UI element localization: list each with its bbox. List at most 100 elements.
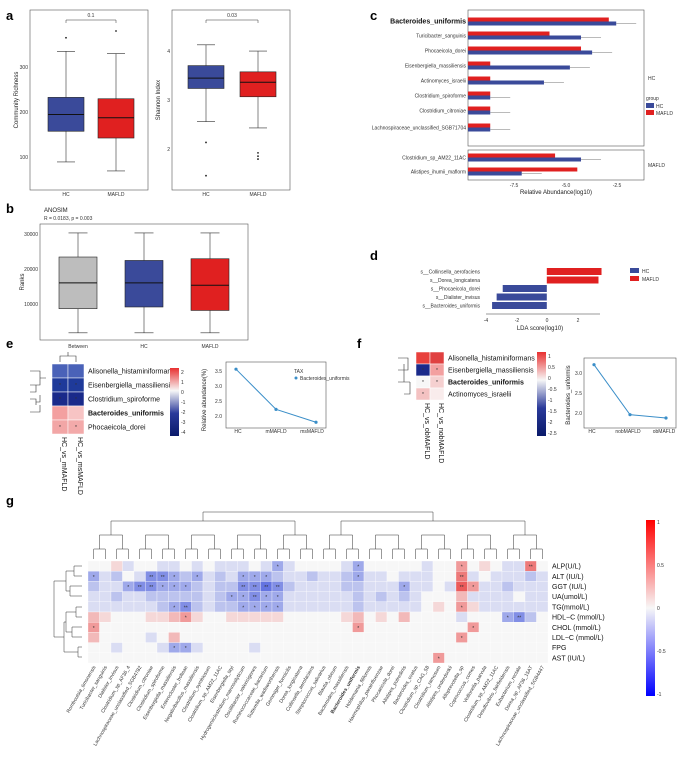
panel-g-cell-4-33: [467, 601, 480, 613]
panel-g-cell-1-17: [283, 571, 296, 582]
panel-g-cell-5-9: [191, 611, 204, 623]
panel-g-cell-7-5: [145, 632, 158, 643]
panel-g-cell-0-39: [536, 560, 549, 572]
panel-g-cell-4-18: [294, 601, 307, 613]
panel-g-cell-8-31: [444, 642, 457, 653]
panel-d-legend-mafld: MAFLD: [642, 277, 659, 283]
panel-g-star-4-14: *: [254, 605, 256, 611]
panel-g-star-2-13: **: [241, 585, 245, 591]
panel-g-cell-3-0: [87, 591, 100, 602]
panel-g-cell-6-22: [340, 622, 353, 633]
panel-g-star-1-7: *: [173, 575, 175, 581]
panel-g-cell-9-26: [386, 652, 399, 664]
panel-g-cell-7-19: [306, 632, 319, 643]
panel-g-cell-7-35: [490, 632, 503, 643]
panel-g-cell-5-15: [260, 611, 273, 623]
panel-g-cell-5-4: [133, 611, 146, 623]
panel-g-cell-6-3: [122, 622, 135, 633]
panel-g-cell-4-29: [421, 601, 434, 613]
panel-g-colorbar: [646, 520, 655, 696]
panel-g-cell-9-3: [122, 652, 135, 664]
panel-g-cell-1-37: [513, 571, 526, 582]
panel-g-cell-9-35: [490, 652, 503, 664]
panel-g-cell-3-23: [352, 591, 365, 602]
panel-g-star-2-4: **: [138, 585, 142, 591]
panel-g-cell-4-6: [156, 601, 169, 613]
panel-g-star-2-15: **: [264, 585, 268, 591]
panel-e-star-2-1: *: [75, 397, 77, 403]
panel-g-cell-0-17: [283, 560, 296, 572]
panel-g-star-2-8: *: [185, 585, 187, 591]
panel-c-bar-hc-1: [468, 35, 582, 40]
panel-g-cell-1-29: [421, 571, 434, 582]
anosim-stat: R = 0.0183, p = 0.003: [44, 216, 93, 222]
panel-g-star-8-8: *: [185, 646, 187, 652]
panel-g-cell-3-31: [444, 591, 457, 602]
panel-g-cell-6-2: [110, 622, 123, 633]
panel-g-star-1-14: *: [254, 575, 256, 581]
panel-g-cell-1-25: [375, 571, 388, 582]
panel-g-cell-8-1: [99, 642, 112, 653]
panel-f-row-2: Bacteroides_uniformis: [448, 380, 524, 387]
panel-g-cell-3-39: [536, 591, 549, 602]
panel-g-star-1-6: **: [161, 575, 165, 581]
panel-d-xtick-3: 2: [577, 318, 580, 324]
panel-d-legend-mafld-swatch: [630, 276, 639, 281]
panel-d-legend-hc-swatch: [630, 268, 639, 273]
panel-c-taxon-0: Bacteroides_uniformis: [390, 19, 466, 26]
panel-e-line-ytick-3: 3.5: [215, 369, 222, 375]
panel-g-cell-5-0: [87, 611, 100, 623]
panel-g-cell-5-33: [467, 611, 480, 623]
panel-c-bar-mafld-5: [468, 91, 491, 96]
panel-g-cell-4-26: [386, 601, 399, 613]
panel-g-cell-6-21: [329, 622, 342, 633]
panel-g-cell-6-39: [536, 622, 549, 633]
panel-g-star-4-15: *: [265, 605, 267, 611]
panel-c-taxon-2: Phocaeicola_dorei: [425, 49, 466, 55]
panel-g-star-2-32: **: [460, 585, 464, 591]
panel-g-cell-0-24: [363, 560, 376, 572]
panel-g-cell-7-38: [524, 632, 537, 643]
panel-g-cell-5-30: [432, 611, 445, 623]
panel-g-cell-2-2: [110, 581, 123, 592]
panel-g-cell-9-14: [248, 652, 261, 664]
panel-e-scale-0: 0: [181, 390, 184, 396]
panel-g-star-0-38: **: [529, 565, 533, 571]
panel-g-cell-2-30: [432, 581, 445, 592]
panel-g-star-0-16: *: [277, 565, 279, 571]
panel-f-star-1-1: *: [436, 368, 438, 374]
panel-g-cell-2-34: [478, 581, 491, 592]
panel-g-cell-8-18: [294, 642, 307, 653]
panel-g-cell-7-25: [375, 632, 388, 643]
panel-f-line-ytick-2: 3.0: [575, 371, 582, 377]
panel-g-cell-1-39: [536, 571, 549, 582]
panel-g-cell-2-28: [409, 581, 422, 592]
panel-c-bar-mafld-0: [468, 17, 609, 22]
panel-g-cell-3-37: [513, 591, 526, 602]
panel-g-cell-0-0: [87, 560, 100, 572]
panel-g-cell-7-8: [179, 632, 192, 643]
panel-g-cell-5-10: [202, 611, 215, 623]
panel-g-cell-1-28: [409, 571, 422, 582]
panel-g-cell-4-19: [306, 601, 319, 613]
panel-e: Alisonella_histaminiformans * * Eisenbergie…: [30, 352, 350, 495]
panel-g-cell-3-29: [421, 591, 434, 602]
panel-g-cell-4-30: [432, 601, 445, 613]
panel-c-bar-mafld-7: [468, 123, 491, 128]
panel-g-cell-2-19: [306, 581, 319, 592]
panel-g-cell-0-22: [340, 560, 353, 572]
panel-g-cell-5-13: [237, 611, 250, 623]
panel-g-cell-4-1: [99, 601, 112, 613]
panel-g-cell-1-22: [340, 571, 353, 582]
anosim-ylabel: Ranks: [20, 273, 26, 290]
panel-g-cell-6-6: [156, 622, 169, 633]
shannon-mafld-outlier-1: [257, 155, 259, 158]
panel-g-cell-3-19: [306, 591, 319, 602]
panel-g-cell-1-21: [329, 571, 342, 582]
shannon-ylabel: Shannon Index: [156, 80, 162, 120]
panel-g-cell-4-12: [225, 601, 238, 613]
panel-g-cell-5-19: [306, 611, 319, 623]
panel-d-xtick-0: -4: [484, 318, 489, 324]
panel-g-cell-1-36: [501, 571, 514, 582]
